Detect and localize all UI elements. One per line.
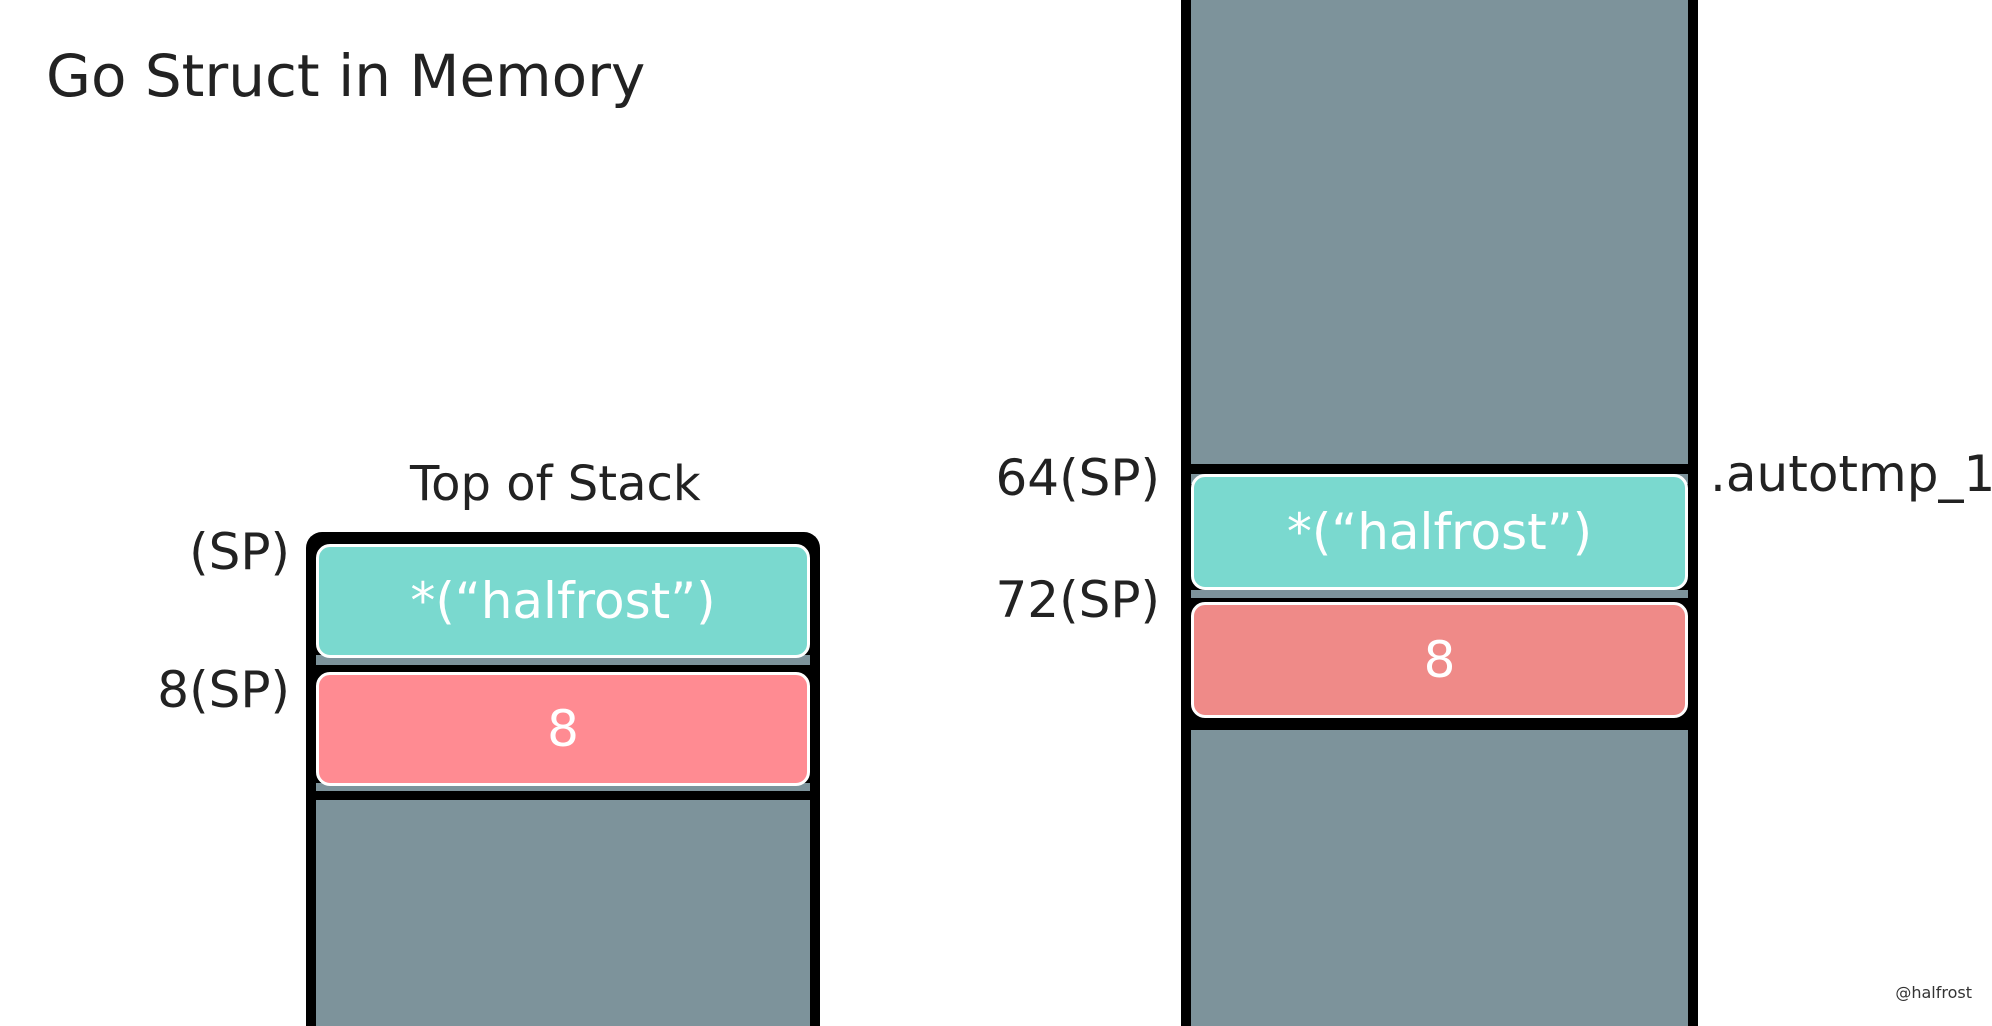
left-offset-8sp-label: 8(SP) (157, 661, 290, 719)
left-pointer-cell: *(“halfrost”) (316, 544, 810, 658)
top-of-stack-label: Top of Stack (410, 456, 701, 512)
right-pointer-cell: *(“halfrost”) (1191, 474, 1688, 590)
left-stack-unused-region (316, 800, 810, 1026)
right-stack-frame: *(“halfrost”) 8 (1181, 0, 1698, 1026)
left-pointer-cell-text: *(“halfrost”) (410, 572, 716, 630)
right-offset-64sp-label: 64(SP) (995, 449, 1160, 507)
left-offset-sp-label: (SP) (189, 523, 290, 581)
right-value-cell-text: 8 (1423, 631, 1456, 689)
right-stack-gap-2 (1191, 590, 1688, 598)
right-pointer-cell-text: *(“halfrost”) (1286, 503, 1593, 561)
autotmp-variable-label: .autotmp_1 (1710, 445, 1992, 503)
right-stack-upper-region (1191, 0, 1688, 464)
left-value-cell-text: 8 (547, 700, 579, 758)
left-stack-gap-1 (316, 655, 810, 665)
left-value-cell: 8 (316, 672, 810, 786)
author-credit: @halfrost (1895, 983, 1972, 1002)
page-title: Go Struct in Memory (46, 42, 646, 110)
right-stack-lower-region (1191, 730, 1688, 1026)
left-stack-frame: *(“halfrost”) 8 (306, 532, 820, 1026)
right-value-cell: 8 (1191, 602, 1688, 718)
left-stack-gap-2 (316, 783, 810, 791)
right-offset-72sp-label: 72(SP) (995, 571, 1160, 629)
